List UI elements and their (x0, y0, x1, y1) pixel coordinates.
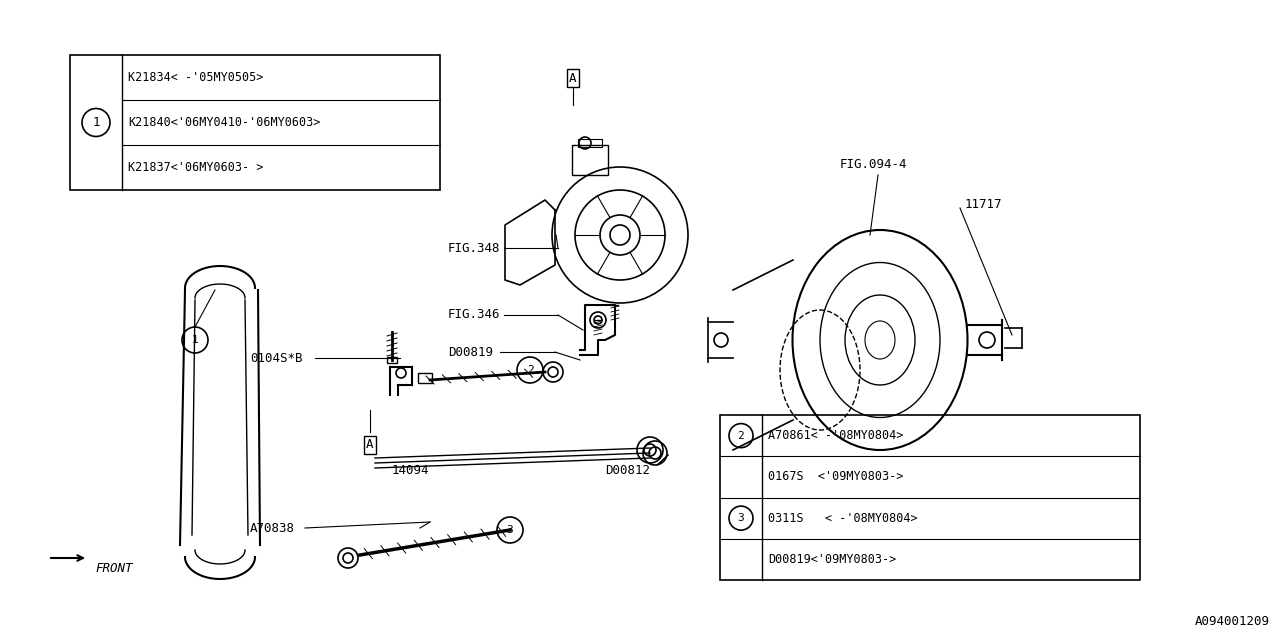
Text: FIG.094-4: FIG.094-4 (840, 159, 908, 172)
Text: FIG.348: FIG.348 (448, 241, 500, 255)
Text: 0167S  <'09MY0803->: 0167S <'09MY0803-> (768, 470, 904, 483)
Bar (70, 55, 440, 190)
Text: 3: 3 (507, 525, 513, 535)
Bar (719, 415, 1140, 580)
Bar (419, 373, 433, 383)
Text: D00812: D00812 (605, 463, 650, 477)
Text: A70838: A70838 (250, 522, 294, 534)
Text: K21837<'06MY0603- >: K21837<'06MY0603- > (128, 161, 264, 174)
Text: D00819: D00819 (448, 346, 493, 358)
Text: 14094: 14094 (392, 463, 430, 477)
Bar (579, 139, 602, 147)
Text: 0311S   < -'08MY0804>: 0311S < -'08MY0804> (768, 511, 918, 525)
Text: 3: 3 (737, 513, 745, 523)
Bar (387, 357, 397, 363)
Text: A: A (366, 438, 374, 451)
Text: K21834< -'05MY0505>: K21834< -'05MY0505> (128, 71, 264, 84)
Text: A094001209: A094001209 (1196, 615, 1270, 628)
Text: 1: 1 (92, 116, 100, 129)
Text: FIG.346: FIG.346 (448, 308, 500, 321)
Text: D00819<'09MY0803->: D00819<'09MY0803-> (768, 553, 896, 566)
Bar (572, 145, 608, 175)
Text: K21840<'06MY0410-'06MY0603>: K21840<'06MY0410-'06MY0603> (128, 116, 320, 129)
Text: 11717: 11717 (965, 198, 1002, 211)
Text: A70861< -'08MY0804>: A70861< -'08MY0804> (768, 429, 904, 442)
Text: A: A (570, 72, 577, 84)
Text: 2: 2 (737, 431, 745, 440)
Text: FRONT: FRONT (95, 561, 133, 575)
Text: 2: 2 (526, 365, 534, 375)
Text: 1: 1 (192, 335, 198, 345)
Text: 0104S*B: 0104S*B (250, 351, 302, 365)
